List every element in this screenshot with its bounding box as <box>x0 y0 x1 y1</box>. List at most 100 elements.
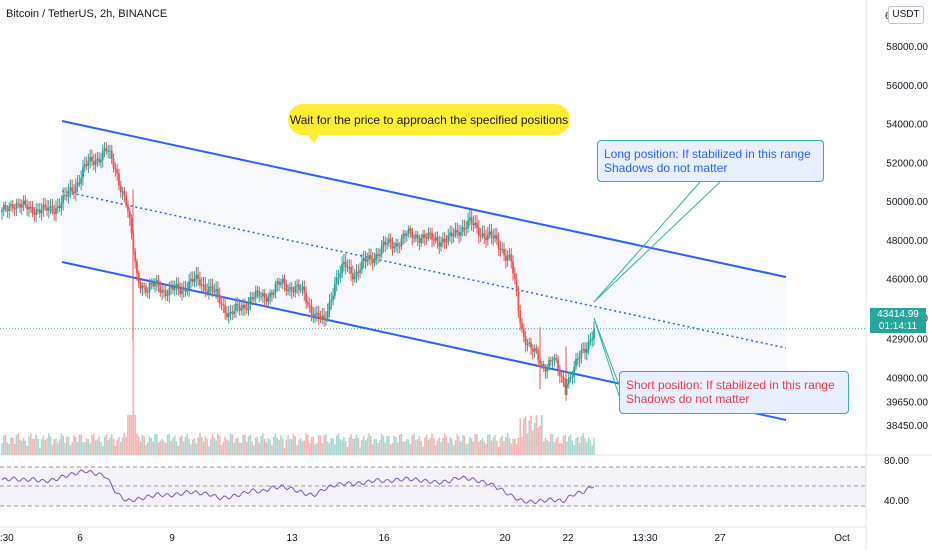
volume-bar <box>391 442 394 455</box>
volume-bar <box>303 440 306 455</box>
volume-bar <box>422 446 424 455</box>
candle-body <box>549 360 552 362</box>
volume-bar <box>200 437 203 455</box>
volume-bar <box>355 434 358 455</box>
candle-body <box>535 348 538 351</box>
candle-body <box>582 348 585 351</box>
volume-bar <box>290 439 293 455</box>
time-axis-label: 22 <box>562 533 574 544</box>
volume-bar <box>348 437 351 455</box>
price-axis-label: 39650.00 <box>886 398 928 409</box>
candle-body <box>400 238 403 247</box>
volume-bar <box>226 439 228 455</box>
volume-bar <box>542 441 545 455</box>
candle-body <box>468 217 471 221</box>
candle-body <box>26 204 29 210</box>
volume-bar <box>65 436 68 455</box>
volume-bar <box>148 436 151 455</box>
candle-body <box>110 150 113 159</box>
volume-bar <box>571 440 574 455</box>
volume-bar <box>359 447 361 455</box>
volume-bar <box>49 436 52 455</box>
candle-body <box>557 359 559 370</box>
volume-bar <box>280 435 282 455</box>
volume-bar <box>443 433 446 455</box>
candle-body <box>495 235 498 240</box>
annotation-wait-note[interactable]: Wait for the price to approach the speci… <box>288 104 570 135</box>
candle-body <box>420 237 423 243</box>
volume-bar <box>271 445 273 455</box>
volume-bar <box>109 437 111 455</box>
volume-bar <box>557 437 559 455</box>
volume-bar <box>528 420 531 455</box>
candle-body <box>575 358 577 367</box>
volume-bar <box>35 434 37 455</box>
volume-bar <box>19 439 21 455</box>
candle-body <box>103 148 106 151</box>
volume-bar <box>73 435 75 455</box>
volume-bar <box>253 445 255 455</box>
volume-bar <box>460 441 462 455</box>
volume-bar <box>361 439 363 455</box>
candle-body <box>483 233 486 238</box>
volume-bar <box>375 439 378 455</box>
volume-bar <box>247 436 250 455</box>
candle-body <box>513 273 516 280</box>
volume-bar <box>551 434 554 455</box>
volume-bar <box>382 435 385 455</box>
candle-body <box>118 173 120 186</box>
candle-body <box>148 282 151 292</box>
volume-bar <box>352 438 354 455</box>
volume-bar <box>80 434 82 455</box>
candle-body <box>276 281 279 284</box>
candle-body <box>405 233 408 236</box>
candle-body <box>441 238 444 243</box>
volume-bar <box>141 435 144 455</box>
volume-bar <box>119 441 122 455</box>
candle-body <box>211 286 214 292</box>
volume-bar <box>123 433 126 455</box>
candle-body <box>186 289 189 292</box>
volume-bar <box>235 438 237 455</box>
volume-bar <box>56 442 59 455</box>
candle-body <box>69 187 72 192</box>
candle-body <box>141 285 144 289</box>
candle-body <box>461 227 464 233</box>
volume-bar <box>215 440 217 455</box>
volume-bar <box>37 438 39 455</box>
volume-bar <box>150 438 153 455</box>
candle-body <box>242 304 245 309</box>
candle-body <box>204 284 207 292</box>
volume-bar <box>350 433 352 455</box>
volume-bar <box>217 434 219 455</box>
candle-body <box>47 207 50 211</box>
volume-bar <box>553 442 556 455</box>
candle-body <box>438 241 441 247</box>
candle-body <box>289 287 291 290</box>
volume-bar <box>515 443 518 455</box>
volume-bar <box>71 442 73 455</box>
volume-bar <box>64 442 66 455</box>
candle-body <box>542 364 545 368</box>
candle-body <box>497 239 500 249</box>
volume-bar <box>145 445 147 455</box>
candle-body <box>578 357 581 360</box>
candle-body <box>526 343 529 345</box>
volume-bar <box>1 443 3 455</box>
annotation-long-position[interactable]: Long position: If stabilized in this ran… <box>597 140 824 182</box>
candle-body <box>73 191 75 194</box>
volume-bar <box>152 441 154 455</box>
candle-body <box>445 241 448 243</box>
candle-body <box>530 342 532 349</box>
candle-body <box>136 261 138 274</box>
candle-body <box>486 234 489 240</box>
volume-bar <box>100 441 102 455</box>
volume-bar <box>512 438 514 455</box>
currency-button[interactable]: USDT <box>888 6 924 24</box>
annotation-short-position[interactable]: Short position: If stabilized in this ra… <box>619 371 849 414</box>
volume-bar <box>580 436 583 455</box>
volume-bar <box>427 440 430 455</box>
candle-body <box>540 364 543 366</box>
